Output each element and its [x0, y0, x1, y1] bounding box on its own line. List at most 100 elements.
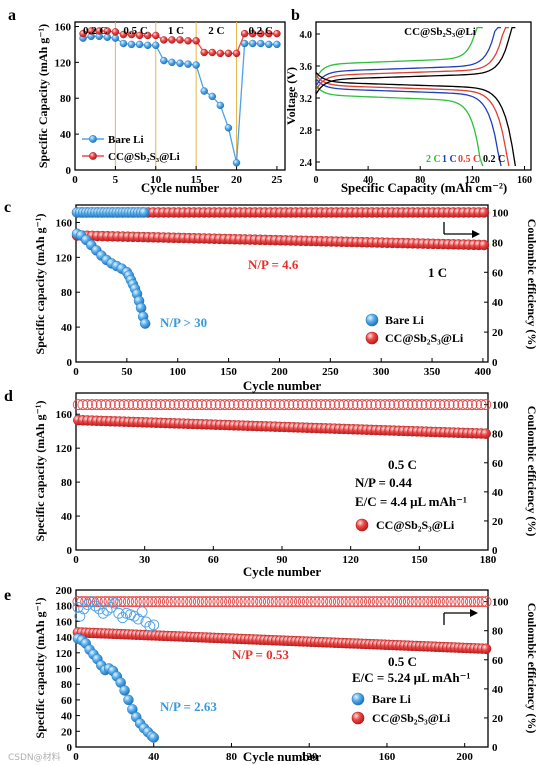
- data-point: [176, 59, 184, 68]
- data-point: [461, 596, 473, 608]
- y-tick-label: 40: [61, 511, 73, 523]
- data-point: [255, 596, 267, 608]
- data-point: [72, 601, 84, 613]
- data-point: [231, 596, 243, 608]
- data-point: [89, 600, 101, 612]
- data-point: [294, 596, 305, 608]
- data-point: [310, 399, 322, 411]
- y-tick-label: 180: [56, 601, 73, 613]
- data-point: [126, 596, 138, 608]
- data-point: [123, 399, 135, 411]
- x-tick-label: 180: [480, 554, 497, 566]
- data-point: [398, 596, 410, 608]
- discharge-curve: [315, 78, 502, 167]
- y-axis-right-label-c: Coulombic efficiency (%): [525, 219, 539, 350]
- data-point: [273, 29, 281, 38]
- data-point: [457, 399, 469, 411]
- charge-curve: [315, 26, 509, 91]
- data-point: [402, 596, 414, 608]
- data-point: [143, 31, 152, 40]
- data-point: [77, 399, 89, 411]
- y-right-tick-label: 20: [492, 713, 504, 725]
- data-point: [317, 596, 329, 608]
- x-tick-label: 200: [271, 366, 288, 378]
- legend-entry: 2 C: [426, 154, 441, 165]
- legend-label-bare-li-e: Bare Li: [372, 692, 411, 706]
- data-point: [224, 596, 235, 608]
- data-point: [282, 596, 294, 608]
- data-point: [118, 399, 130, 411]
- data-point: [216, 49, 225, 58]
- data-point: [475, 399, 487, 411]
- data-point: [449, 596, 461, 608]
- data-point: [290, 596, 302, 608]
- data-point: [135, 31, 144, 40]
- data-point: [324, 399, 336, 411]
- data-point: [297, 596, 309, 608]
- data-point: [410, 596, 422, 608]
- data-point: [176, 36, 184, 44]
- data-point: [411, 399, 423, 411]
- x-tick-label: 90: [277, 554, 289, 566]
- y-right-tick-label: 80: [492, 429, 504, 441]
- data-point: [160, 36, 168, 44]
- legend-d: CC@Sb₂S₃@Li: [355, 518, 455, 532]
- discharge-curve: [315, 75, 510, 167]
- data-point: [478, 239, 490, 251]
- data-point: [395, 596, 406, 608]
- y-right-tick-label: 80: [492, 237, 504, 249]
- data-point: [237, 399, 249, 411]
- x-tick-label: 150: [220, 366, 237, 378]
- panel-label-b: b: [291, 7, 300, 24]
- data-point: [86, 596, 97, 608]
- data-point: [235, 596, 247, 608]
- data-point: [391, 596, 403, 608]
- data-point: [365, 399, 377, 411]
- discharge-curve: [315, 84, 484, 167]
- voltage-curves-b: [315, 26, 517, 167]
- x-tick-label: 160: [379, 751, 396, 763]
- x-tick-label: 0: [314, 175, 319, 186]
- data-point: [425, 399, 437, 411]
- x-axis-label-d: Cycle number: [243, 564, 322, 579]
- legend-marker-cc-c: [365, 331, 379, 345]
- y-tick-label: 2.8: [300, 126, 313, 137]
- y-right-tick-label: 0: [492, 742, 498, 754]
- data-point: [468, 596, 480, 608]
- data-point: [181, 596, 193, 608]
- y-right-tick-label: 20: [492, 516, 504, 528]
- axis-ticks-b: 0 40 80 120 160 2.4 2.8 3.2 3.6 4.0: [300, 30, 532, 186]
- data-point: [260, 399, 272, 411]
- data-point: [433, 596, 445, 608]
- data-point: [465, 596, 476, 608]
- data-point: [301, 596, 313, 608]
- x-tick-label: 0: [73, 554, 79, 566]
- x-tick-label: 0: [72, 174, 78, 186]
- ce-arrow-e: [443, 609, 478, 625]
- data-point: [139, 318, 151, 329]
- y-tick-label: 0: [67, 742, 73, 754]
- data-point: [255, 399, 267, 411]
- annotation-ec-e: E/C = 5.24 μL mAh⁻¹: [352, 670, 470, 685]
- data-point: [305, 596, 317, 608]
- y-tick-label: 80: [61, 477, 73, 489]
- y-tick-label: 2.4: [300, 158, 313, 169]
- y-tick-label: 0: [66, 165, 72, 177]
- y-axis-right-label-d: Coulombic efficiency (%): [525, 406, 539, 537]
- annotation-rate-d: 0.5 C: [388, 457, 417, 472]
- y-right-tick-label: 40: [492, 487, 504, 499]
- x-tick-label: 25: [271, 174, 283, 186]
- ce-arrow-c: [443, 222, 480, 238]
- data-point: [101, 604, 113, 616]
- y-tick-label: 3.2: [300, 94, 313, 105]
- x-tick-label: 250: [322, 366, 339, 378]
- data-point: [340, 596, 352, 608]
- data-point: [333, 399, 345, 411]
- panel-b: b 0 40 80 120 160 2.4 2.8 3.2 3.6 4.0 CC@Sb₂S₃@Li…: [284, 7, 532, 195]
- legend-label-cc-a: CC@Sb₂S₃@Li: [108, 151, 180, 163]
- y-axis-label-c: Specific capacity (mAh g⁻¹): [33, 214, 47, 355]
- data-point: [274, 596, 286, 608]
- data-point: [242, 399, 254, 411]
- data-point: [407, 399, 418, 411]
